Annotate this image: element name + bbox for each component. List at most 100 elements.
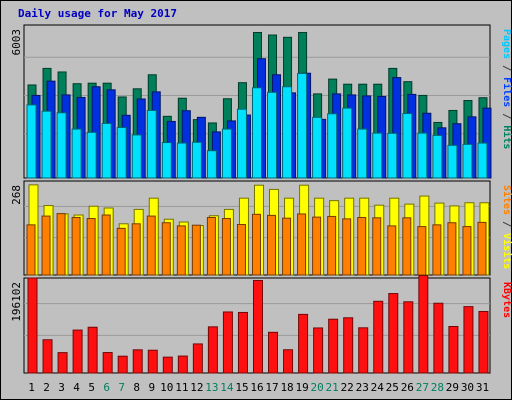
sites-bar xyxy=(327,215,337,276)
kbytes-bar xyxy=(207,326,218,374)
pages-bar xyxy=(402,113,413,179)
day-label: 30 xyxy=(461,381,474,394)
sites-bar xyxy=(447,222,457,276)
day-label: 31 xyxy=(476,381,489,394)
pages-bar xyxy=(86,131,97,179)
pages-bar xyxy=(236,108,247,179)
day-label: 20 xyxy=(311,381,324,394)
kbytes-bar xyxy=(117,355,128,374)
day-label: 29 xyxy=(446,381,459,394)
pages-bar xyxy=(56,112,67,179)
sites-bar xyxy=(191,224,201,276)
kbytes-bar xyxy=(373,300,384,374)
legend-sites: Sites xyxy=(501,185,512,215)
legend-files: Files xyxy=(501,77,512,107)
sites-bar xyxy=(357,216,367,276)
pages-bar xyxy=(387,132,398,179)
pages-bar xyxy=(267,91,278,179)
pages-bar xyxy=(176,142,187,179)
pages-bar xyxy=(447,144,458,179)
day-label: 14 xyxy=(220,381,234,394)
pages-bar xyxy=(191,141,202,179)
day-label: 9 xyxy=(148,381,155,394)
kbytes-bar xyxy=(478,310,489,374)
day-label: 1 xyxy=(28,381,35,394)
day-label: 22 xyxy=(341,381,354,394)
middle-series-legend: Sites / Visits xyxy=(501,185,512,269)
day-label: 21 xyxy=(326,381,339,394)
kbytes-bar xyxy=(57,352,68,374)
kbytes-bar xyxy=(448,325,459,374)
pages-bar xyxy=(327,113,338,179)
kbytes-bar xyxy=(162,356,173,374)
kbytes-bar xyxy=(102,352,113,374)
pages-bar xyxy=(221,128,232,179)
day-label: 23 xyxy=(356,381,369,394)
kbytes-bar xyxy=(283,349,294,374)
pages-bar xyxy=(312,116,323,179)
sites-bar xyxy=(432,224,442,276)
legend-/: / xyxy=(501,215,512,233)
kbytes-bar xyxy=(42,339,53,374)
sites-bar xyxy=(101,214,111,276)
pages-bar xyxy=(206,150,217,179)
sites-bar xyxy=(161,222,171,276)
kbytes-bar xyxy=(237,311,248,374)
kbytes-bar xyxy=(268,331,279,374)
day-label: 4 xyxy=(73,381,80,394)
middle-panel: 268 Sites / Visits xyxy=(10,180,512,276)
legend-visits: Visits xyxy=(501,233,512,269)
legend-kbytes: KBytes xyxy=(501,282,512,318)
legend-/: / xyxy=(501,107,512,125)
day-label: 15 xyxy=(235,381,248,394)
sites-bar xyxy=(236,223,246,276)
sites-bar xyxy=(26,224,36,276)
day-label: 11 xyxy=(175,381,188,394)
day-label: 10 xyxy=(160,381,173,394)
sites-bar xyxy=(131,223,141,276)
sites-bar xyxy=(402,217,412,276)
sites-bar xyxy=(312,216,322,276)
pages-bar xyxy=(161,142,172,179)
pages-bar xyxy=(432,134,443,179)
day-labels: 1 2 3 4 5 6 7 8 9 10 11 12 13 14 15 16 17 18 19 20 21 22 23 24 2… xyxy=(28,381,489,394)
day-label: 13 xyxy=(205,381,218,394)
pages-bar xyxy=(417,132,428,179)
pages-bar xyxy=(251,87,262,179)
sites-bar xyxy=(56,213,66,276)
bottom-ymax-label: 196102 xyxy=(10,282,23,322)
sites-bar xyxy=(71,216,81,276)
day-label: 6 xyxy=(103,381,110,394)
sites-bar xyxy=(251,213,261,276)
sites-bar xyxy=(267,214,277,276)
sites-bar xyxy=(116,227,126,276)
day-label: 2 xyxy=(43,381,50,394)
kbytes-bar xyxy=(298,313,309,374)
sites-bar xyxy=(146,215,156,276)
pages-bar xyxy=(297,73,308,179)
kbytes-bar xyxy=(388,293,399,374)
kbytes-bar xyxy=(27,277,38,374)
kbytes-bar xyxy=(328,318,339,374)
legend-hits: Hits xyxy=(501,125,512,149)
pages-bar xyxy=(101,122,112,179)
top-ymax-label: 6003 xyxy=(10,29,23,56)
day-label: 18 xyxy=(280,381,293,394)
legend-/: / xyxy=(501,59,512,77)
kbytes-bar xyxy=(313,327,324,374)
kbytes-bar xyxy=(403,301,414,374)
kbytes-bar xyxy=(192,343,203,374)
middle-ymax-label: 268 xyxy=(10,185,23,205)
kbytes-bar xyxy=(343,317,354,374)
day-label: 17 xyxy=(265,381,278,394)
day-label: 16 xyxy=(250,381,263,394)
sites-bar xyxy=(297,213,307,276)
day-label: 19 xyxy=(295,381,308,394)
day-label: 27 xyxy=(416,381,429,394)
sites-bar xyxy=(372,217,382,276)
pages-bar xyxy=(71,128,82,179)
pages-bar xyxy=(462,143,473,179)
kbytes-bar xyxy=(132,349,143,374)
kbytes-bar xyxy=(177,355,188,374)
